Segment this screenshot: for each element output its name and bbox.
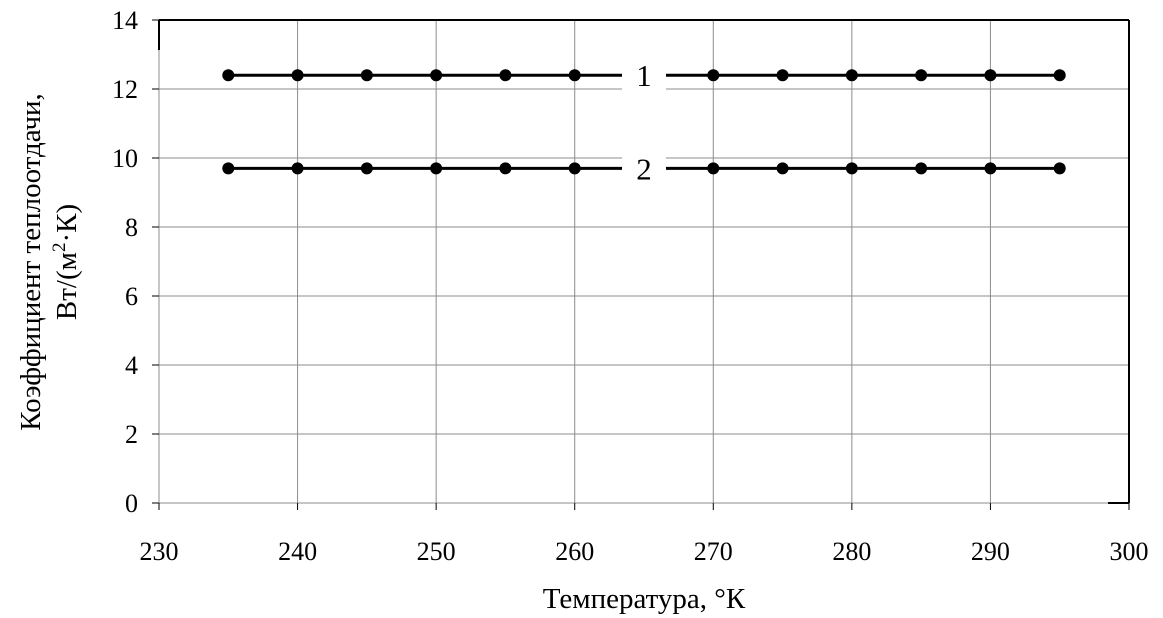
data-point-2 <box>1053 162 1066 175</box>
grid <box>159 20 1129 503</box>
data-point-1 <box>915 69 928 82</box>
y-axis-unit-a: Вт/(м <box>51 252 83 320</box>
series-1: 1 <box>222 55 1066 96</box>
y-tick-label: 0 <box>125 489 138 518</box>
x-tick-label: 260 <box>555 537 594 566</box>
data-point-1 <box>360 69 373 82</box>
data-point-2 <box>984 162 997 175</box>
y-tick-label: 12 <box>112 75 138 104</box>
series-group: 12 <box>222 55 1066 189</box>
series-label-1: 1 <box>636 58 652 93</box>
data-point-1 <box>984 69 997 82</box>
series-label-backdrop <box>622 148 666 189</box>
series-label-2: 2 <box>636 151 652 186</box>
y-tick-label: 14 <box>112 6 138 35</box>
axes <box>152 19 1130 510</box>
y-axis-title-line1: Коэффициент теплоотдачи, <box>15 93 47 431</box>
data-point-2 <box>568 162 581 175</box>
data-point-1 <box>776 69 789 82</box>
data-point-1 <box>499 69 512 82</box>
data-point-2 <box>430 162 443 175</box>
series-label-backdrop <box>622 55 666 96</box>
y-axis-unit-b: ·К) <box>51 204 83 243</box>
data-point-1 <box>845 69 858 82</box>
y-tick-label: 2 <box>125 420 138 449</box>
data-point-1 <box>291 69 304 82</box>
data-point-2 <box>499 162 512 175</box>
data-point-1 <box>707 69 720 82</box>
x-axis-title: Температура, °К <box>543 583 746 615</box>
data-point-2 <box>776 162 789 175</box>
y-tick-label: 6 <box>125 282 138 311</box>
data-point-2 <box>915 162 928 175</box>
series-2: 2 <box>222 148 1066 189</box>
y-tick-labels: 0 2 4 6 8 10 12 14 <box>112 6 138 518</box>
x-tick-labels: 230 240 250 260 270 280 290 300 <box>140 537 1149 566</box>
x-tick-label: 240 <box>278 537 317 566</box>
x-tick-label: 250 <box>417 537 456 566</box>
y-tick-label: 4 <box>125 351 138 380</box>
data-point-1 <box>568 69 581 82</box>
y-tick-label: 10 <box>112 144 138 173</box>
x-tick-label: 230 <box>140 537 179 566</box>
y-axis-title-line2: Вт/(м2·К) <box>49 204 83 320</box>
data-point-1 <box>222 69 235 82</box>
data-point-1 <box>430 69 443 82</box>
data-point-2 <box>360 162 373 175</box>
x-tick-label: 270 <box>694 537 733 566</box>
x-tick-label: 300 <box>1110 537 1149 566</box>
data-point-2 <box>845 162 858 175</box>
x-tick-label: 290 <box>971 537 1010 566</box>
x-tick-label: 280 <box>832 537 871 566</box>
data-point-2 <box>291 162 304 175</box>
data-point-1 <box>1053 69 1066 82</box>
y-axis-title: Коэффициент теплоотдачи, Вт/(м2·К) <box>15 93 83 431</box>
y-axis-unit-sup: 2 <box>49 243 70 253</box>
y-tick-label: 8 <box>125 213 138 242</box>
data-point-2 <box>222 162 235 175</box>
data-point-2 <box>707 162 720 175</box>
